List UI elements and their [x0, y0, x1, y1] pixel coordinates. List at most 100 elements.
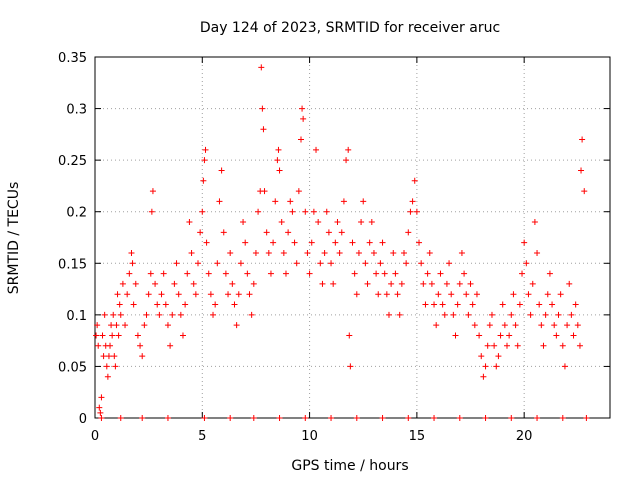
data-point	[175, 291, 182, 298]
data-point	[495, 353, 502, 360]
data-point	[422, 301, 429, 308]
data-point	[192, 291, 199, 298]
data-point	[583, 415, 590, 421]
data-point	[104, 373, 111, 380]
data-point	[578, 167, 585, 174]
data-point	[506, 332, 513, 339]
data-point	[323, 208, 330, 215]
data-point	[124, 291, 131, 298]
data-point	[456, 415, 463, 421]
data-point	[260, 126, 267, 133]
data-point	[317, 260, 324, 267]
data-point	[293, 260, 300, 267]
data-point	[458, 249, 465, 256]
data-point	[394, 291, 401, 298]
data-point	[358, 219, 365, 226]
data-point	[428, 280, 435, 287]
data-point	[97, 409, 104, 416]
data-point	[334, 219, 341, 226]
data-point	[105, 353, 112, 360]
data-point	[116, 301, 123, 308]
x-tick-label: 15	[409, 429, 426, 444]
data-point	[364, 280, 371, 287]
data-point	[480, 373, 487, 380]
data-point	[338, 229, 345, 236]
data-point	[488, 311, 495, 318]
data-point	[162, 301, 169, 308]
data-point	[512, 322, 519, 329]
data-point	[308, 239, 315, 246]
data-point	[544, 291, 551, 298]
data-point	[559, 342, 566, 349]
data-point	[420, 280, 427, 287]
data-point	[160, 270, 167, 277]
data-point	[237, 260, 244, 267]
data-point	[536, 301, 543, 308]
y-tick-label: 0.15	[58, 257, 87, 272]
data-point	[122, 322, 129, 329]
data-point	[504, 342, 510, 349]
data-point	[261, 188, 268, 195]
data-point	[117, 311, 124, 318]
data-point	[540, 342, 547, 349]
data-point	[207, 291, 214, 298]
data-point	[413, 208, 420, 215]
data-point	[233, 322, 240, 329]
data-point	[113, 322, 120, 329]
data-point	[465, 311, 472, 318]
data-point	[252, 249, 259, 256]
y-tick-label: 0.2	[66, 206, 87, 221]
data-point	[426, 249, 433, 256]
data-point	[347, 363, 354, 370]
data-point	[129, 260, 136, 267]
data-point	[441, 311, 448, 318]
data-point	[227, 249, 234, 256]
data-point	[139, 415, 146, 421]
data-point	[446, 260, 453, 267]
data-point	[111, 353, 118, 360]
ticks: 0 0.05 0.1 0.15 0.2 0.25 0.3 0.35 0 5 10 15 20	[58, 51, 610, 444]
data-point	[231, 301, 238, 308]
data-point	[148, 208, 155, 215]
data-point	[280, 249, 287, 256]
data-point	[267, 270, 274, 277]
data-point	[258, 64, 265, 71]
data-point	[568, 311, 575, 318]
data-point	[94, 322, 101, 329]
data-point	[546, 270, 553, 277]
data-point	[538, 322, 545, 329]
data-point	[156, 311, 163, 318]
data-point	[275, 146, 282, 153]
data-point	[203, 239, 210, 246]
data-point	[454, 301, 461, 308]
data-point	[343, 157, 350, 164]
data-point	[437, 270, 444, 277]
data-point	[572, 301, 579, 308]
data-point	[285, 229, 292, 236]
data-point	[143, 311, 150, 318]
data-point	[431, 301, 438, 308]
data-point	[216, 198, 223, 205]
data-point	[117, 415, 124, 421]
data-point	[299, 105, 306, 112]
data-point	[270, 239, 277, 246]
data-point	[188, 249, 195, 256]
data-point	[377, 260, 384, 267]
data-point	[115, 332, 122, 339]
data-point	[201, 157, 208, 164]
data-point	[171, 280, 178, 287]
data-point	[431, 415, 438, 421]
data-point	[401, 249, 407, 256]
data-points	[93, 64, 590, 421]
data-point	[259, 105, 266, 112]
data-point	[289, 208, 296, 215]
data-point	[287, 198, 294, 205]
data-point	[336, 249, 343, 256]
data-point	[141, 322, 148, 329]
data-point	[212, 301, 219, 308]
data-point	[139, 353, 146, 360]
data-point	[405, 229, 412, 236]
data-point	[551, 322, 558, 329]
data-point	[448, 291, 455, 298]
data-point	[581, 188, 588, 195]
